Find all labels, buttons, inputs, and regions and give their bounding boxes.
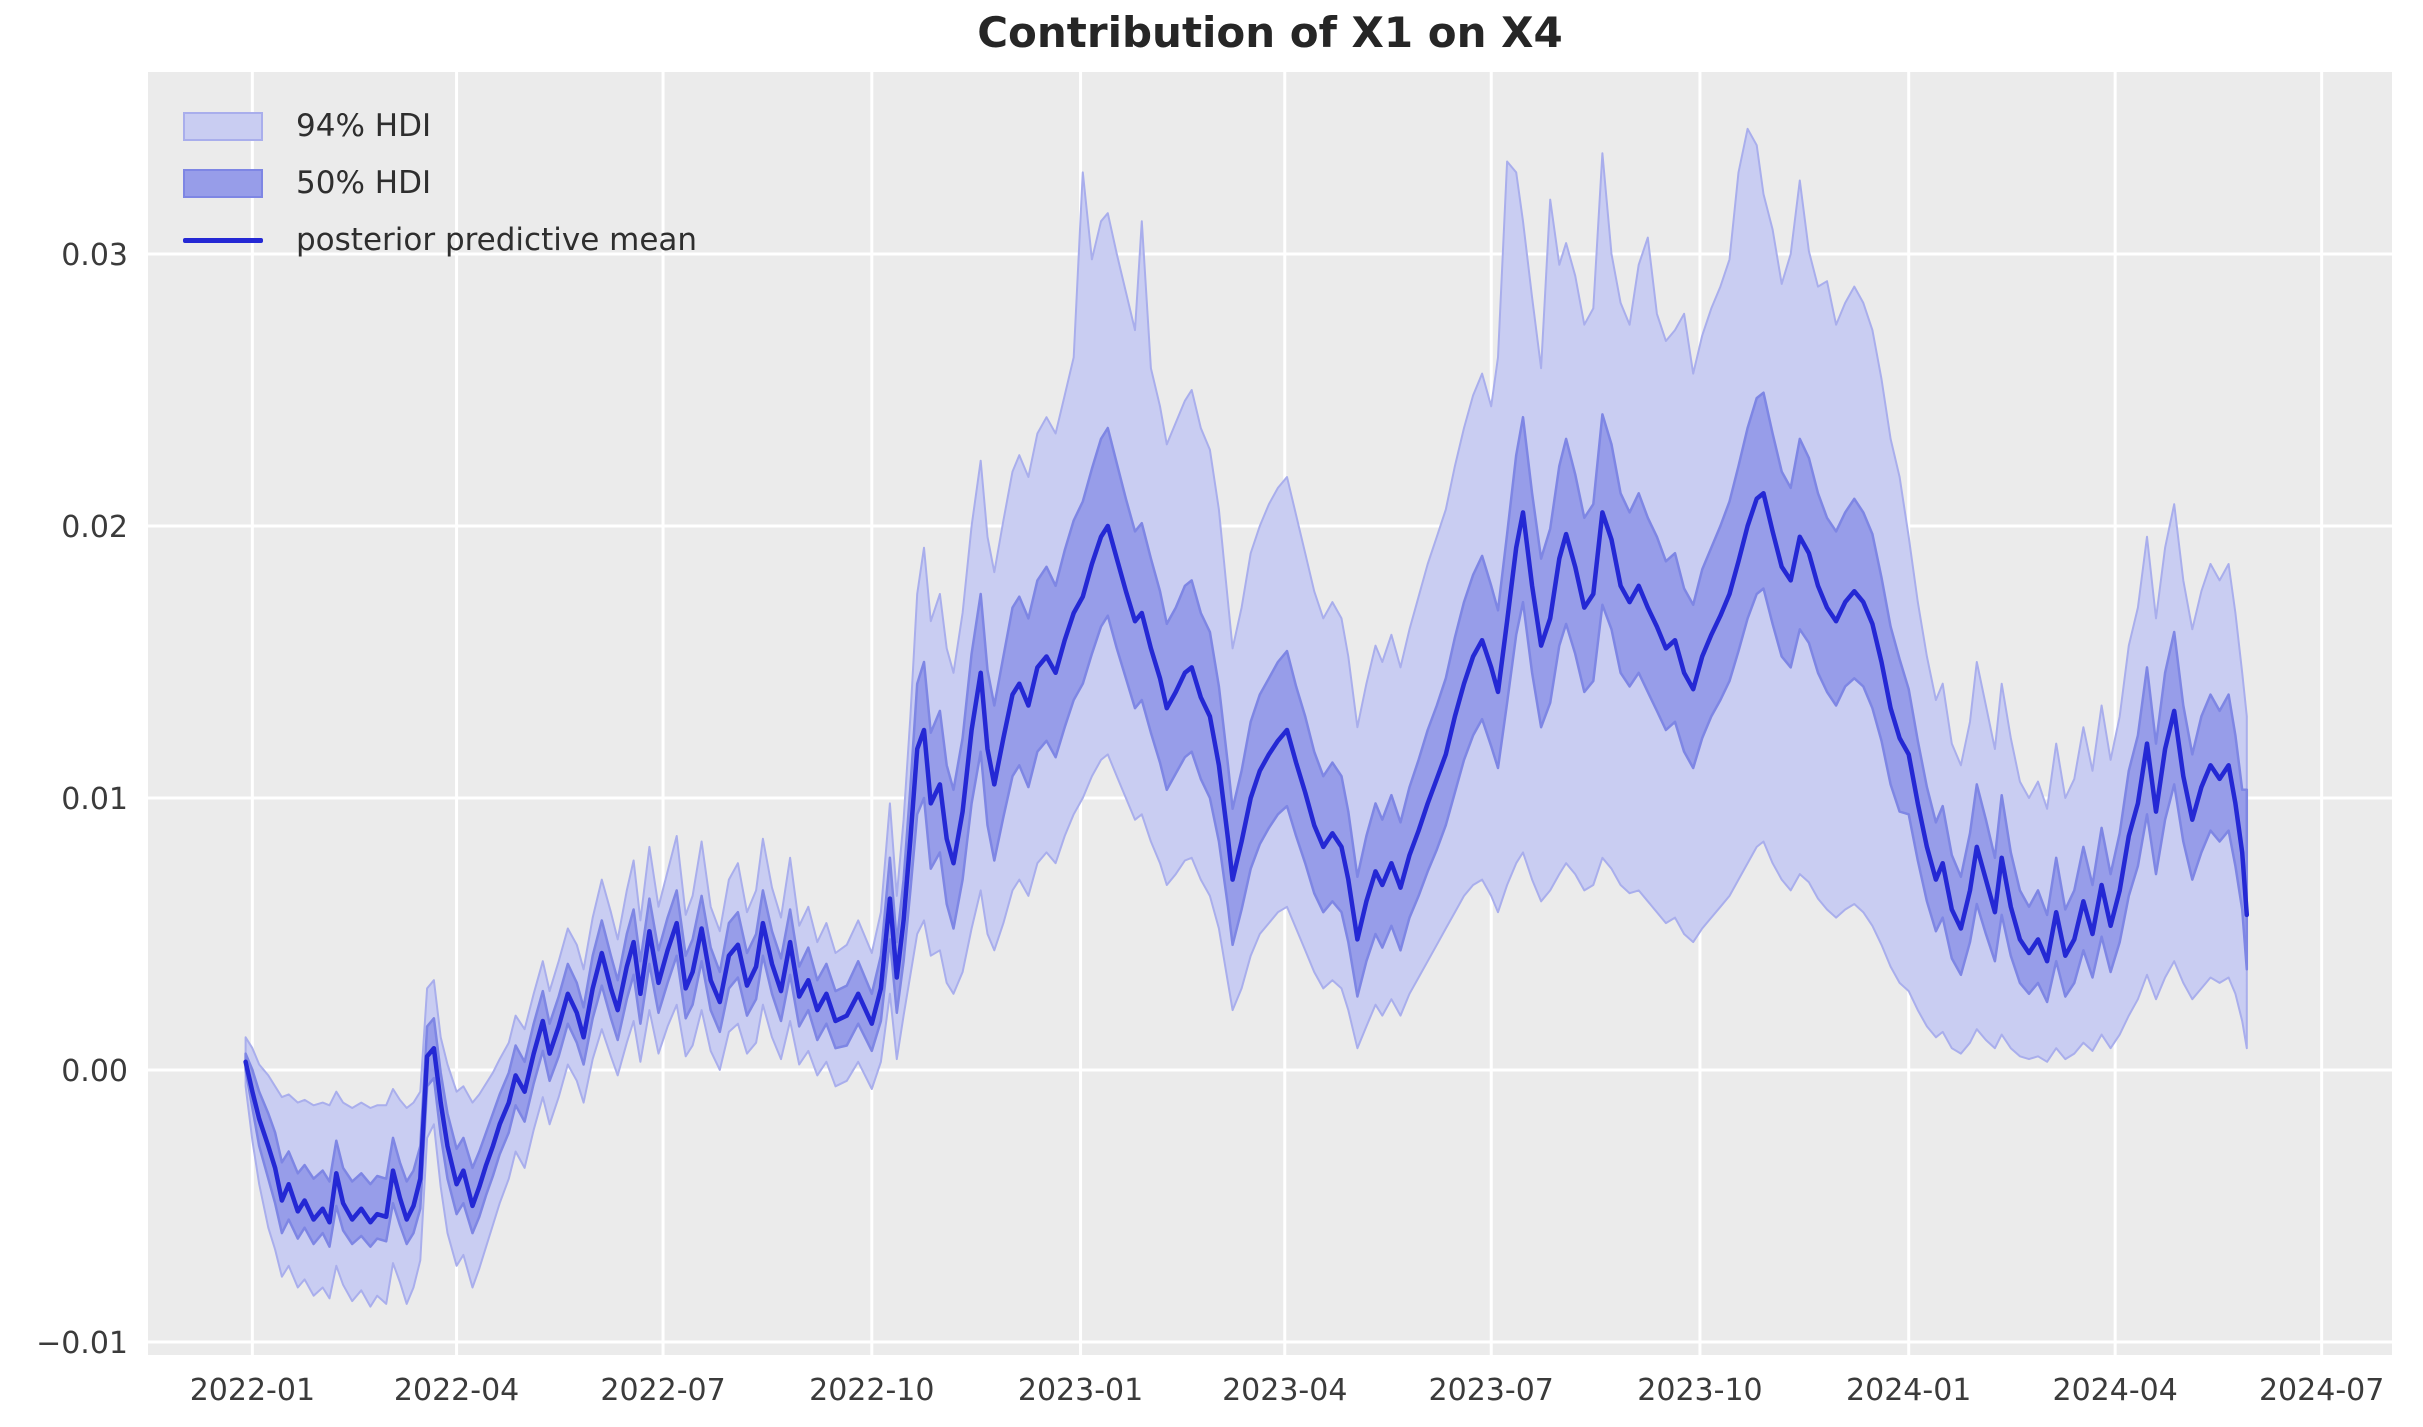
x-tick-label: 2024-01 <box>1846 1373 1971 1408</box>
legend-label-hdi50: 50% HDI <box>296 165 432 201</box>
legend: 94% HDI 50% HDI posterior predictive mea… <box>183 98 697 269</box>
legend-label-hdi94: 94% HDI <box>296 108 432 144</box>
x-tick-label: 2022-10 <box>809 1373 934 1408</box>
legend-item-mean: posterior predictive mean <box>183 212 697 269</box>
y-tick-label: 0.02 <box>61 510 128 545</box>
x-tick-label: 2023-04 <box>1222 1373 1347 1408</box>
x-tick-label: 2024-07 <box>2259 1373 2384 1408</box>
y-axis-tick-labels: 0.03 0.02 0.01 0.00 −0.01 <box>36 238 128 1361</box>
x-tick-label: 2024-04 <box>2053 1373 2178 1408</box>
x-tick-label: 2022-01 <box>190 1373 315 1408</box>
y-tick-label: −0.01 <box>36 1326 128 1361</box>
legend-label-mean: posterior predictive mean <box>296 222 698 258</box>
x-tick-label: 2023-07 <box>1429 1373 1554 1408</box>
y-tick-label: 0.00 <box>61 1054 128 1089</box>
x-tick-label: 2022-07 <box>600 1373 725 1408</box>
x-axis-tick-labels: 2022-01 2022-04 2022-07 2022-10 2023-01 2023-… <box>190 1373 2385 1408</box>
mean-line <box>243 491 2250 1225</box>
y-tick-label: 0.03 <box>61 238 128 273</box>
y-tick-label: 0.01 <box>61 782 128 817</box>
mean-line-swatch-icon <box>183 238 263 243</box>
x-tick-label: 2023-10 <box>1637 1373 1762 1408</box>
x-tick-label: 2022-04 <box>394 1373 519 1408</box>
x-tick-label: 2023-01 <box>1018 1373 1143 1408</box>
legend-item-hdi94: 94% HDI <box>183 98 697 155</box>
legend-item-hdi50: 50% HDI <box>183 155 697 212</box>
hdi94-swatch-icon <box>183 112 263 141</box>
chart-title: Contribution of X1 on X4 <box>977 8 1563 57</box>
hdi50-swatch-icon <box>183 169 263 198</box>
